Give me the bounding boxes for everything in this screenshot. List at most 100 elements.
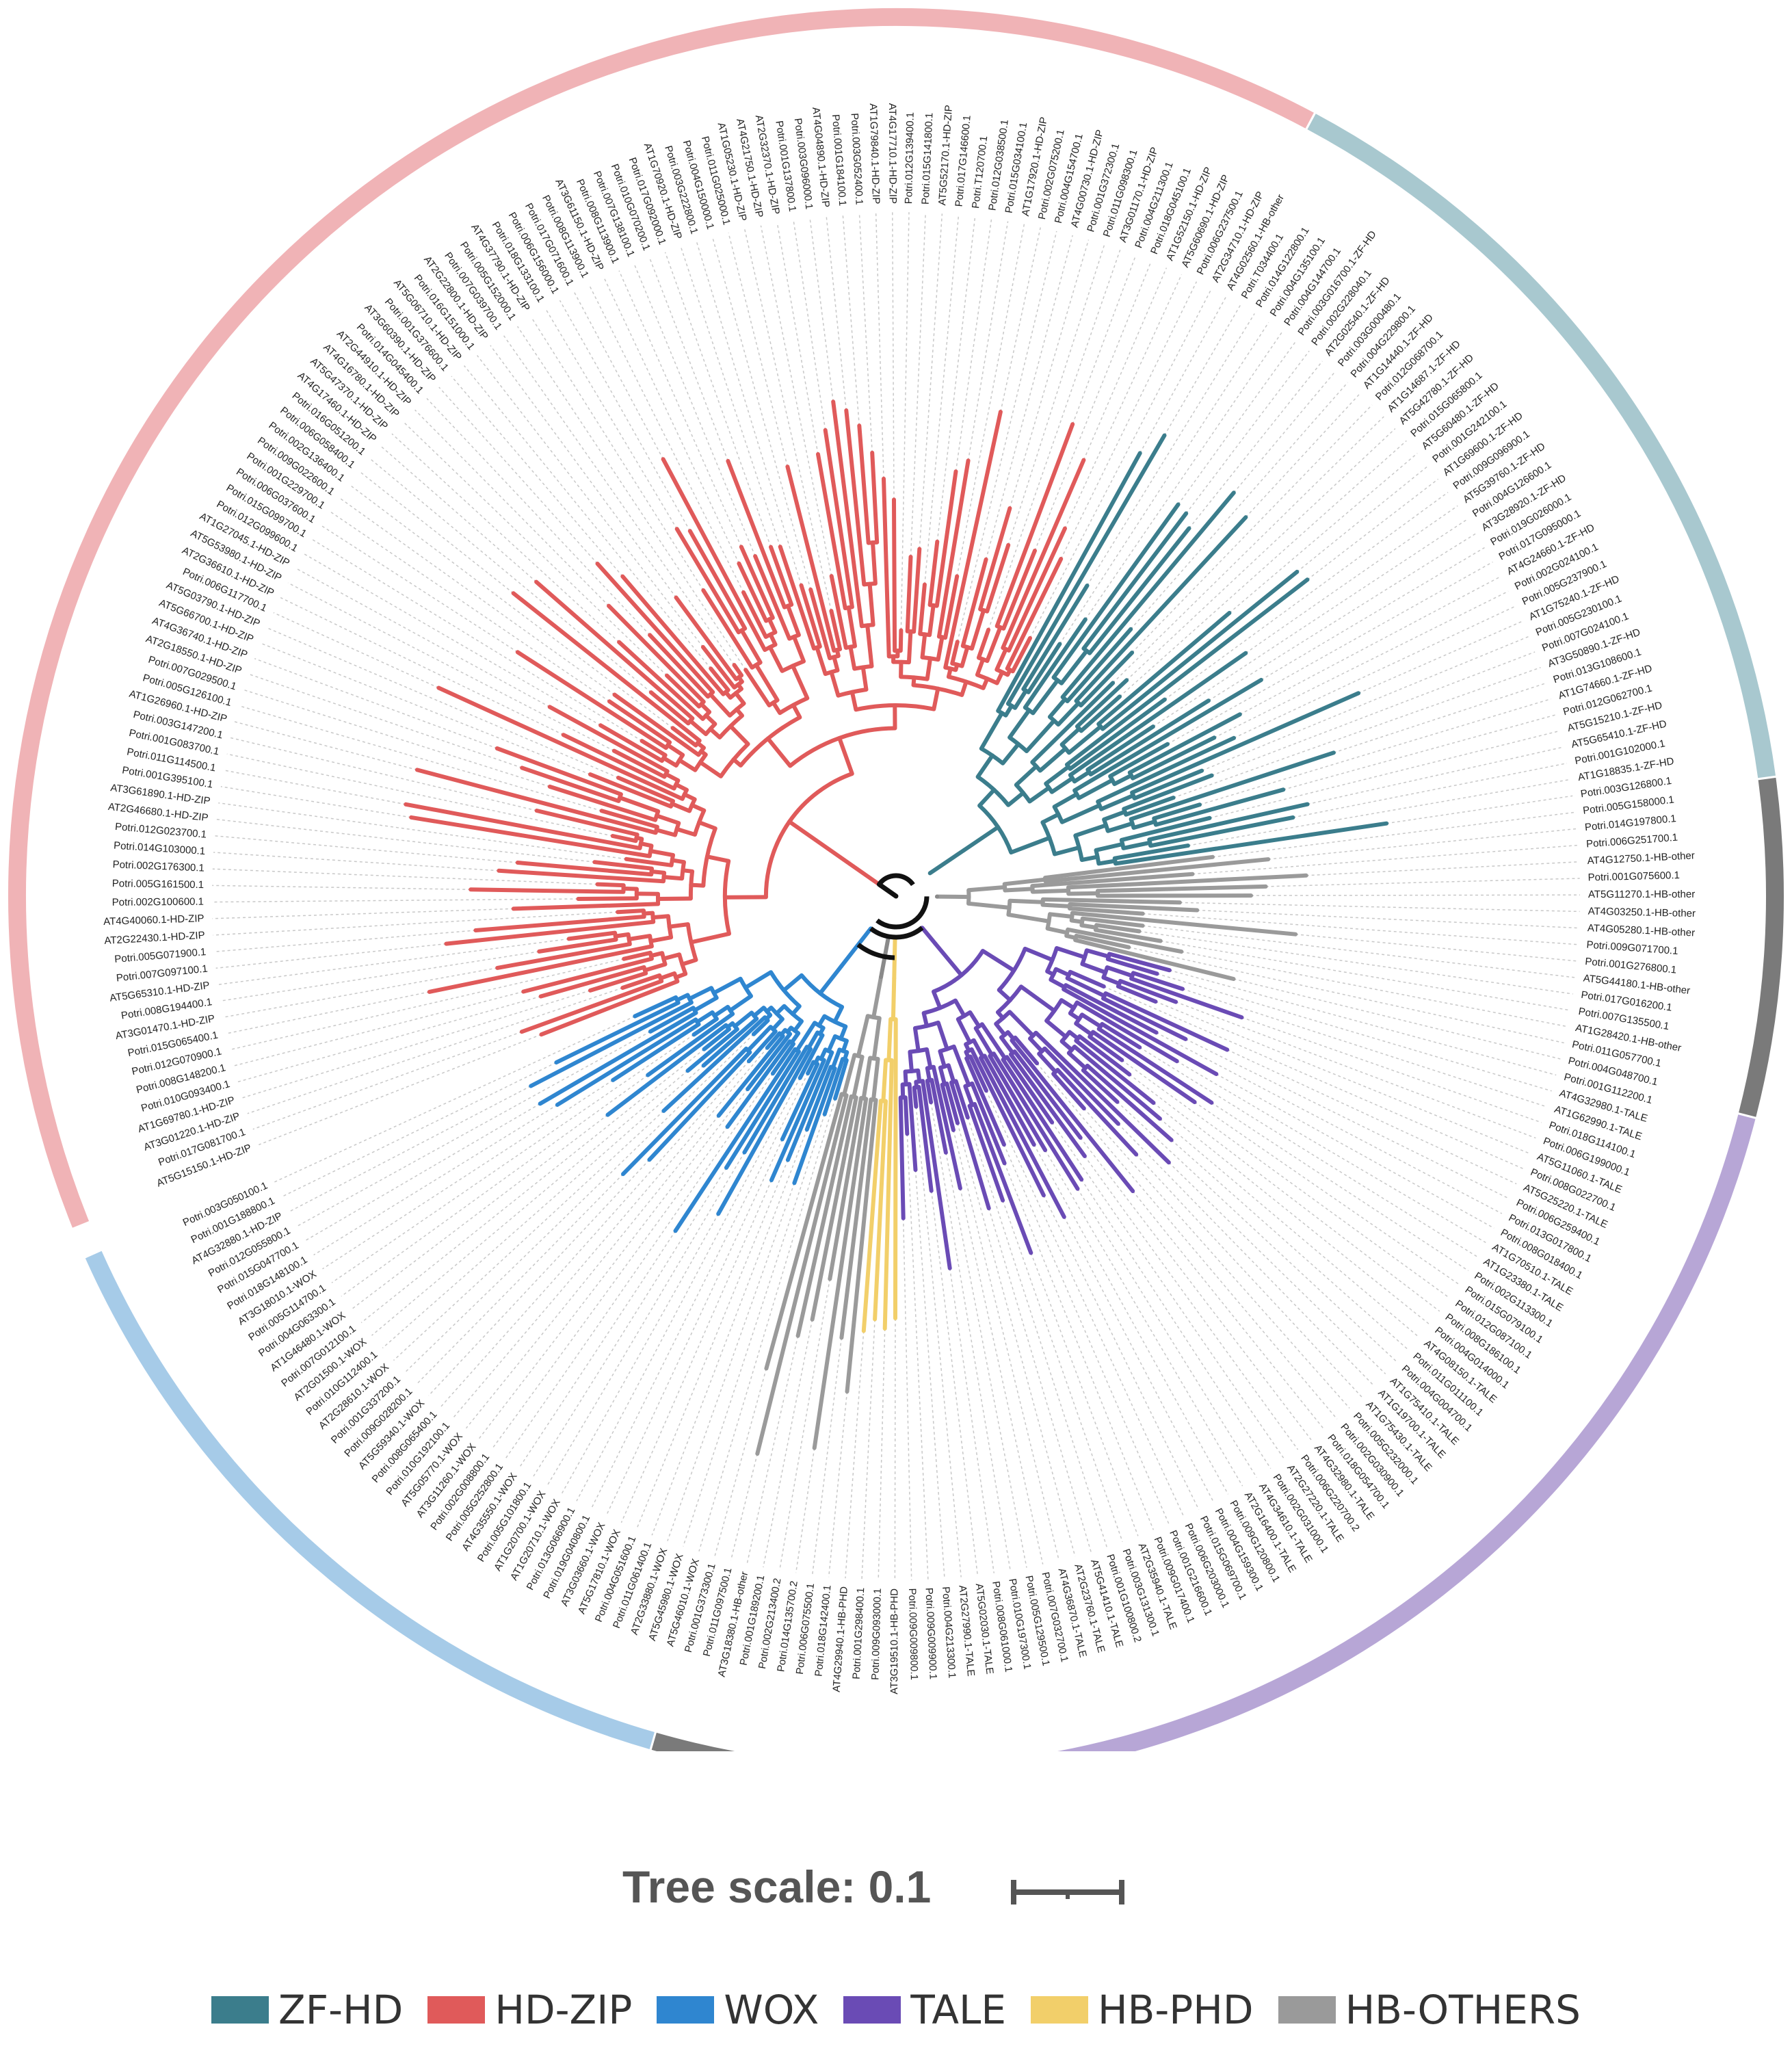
tree-branch	[1005, 557, 1064, 671]
tip-guide	[312, 539, 642, 742]
tree-branch	[633, 995, 678, 1019]
legend-swatch	[427, 1996, 486, 2024]
tip-guide	[1199, 698, 1551, 806]
tree-branch	[1066, 891, 1100, 896]
tree-branch	[829, 609, 843, 651]
tree-branch	[932, 686, 940, 711]
tree-branch	[996, 451, 1142, 714]
tip-label: AT3G19510.1-HB-PHD	[888, 1588, 900, 1694]
tree-branch	[979, 711, 1004, 751]
tree-branch	[1003, 887, 1035, 893]
tree-branch	[925, 1047, 933, 1070]
tip-label: Potri.014G197800.1	[1584, 813, 1676, 833]
tip-guide	[910, 212, 926, 558]
tree-branch	[832, 1005, 845, 1024]
tree-branch	[1064, 577, 1310, 767]
tree-branch	[1001, 458, 1086, 650]
tree-branch	[746, 1029, 778, 1064]
tree-branch	[620, 574, 726, 696]
legend-item-tale: TALE	[843, 1987, 1006, 2033]
tree-branch	[1131, 971, 1185, 991]
tip-guide	[1163, 304, 1241, 436]
tree-branch	[1006, 791, 1025, 807]
tip-guide	[252, 1031, 523, 1130]
tree-branch	[810, 835, 882, 887]
tree-branch	[932, 989, 943, 1010]
tree-branch	[1056, 701, 1081, 727]
legend-swatch	[211, 1996, 269, 2024]
tip-guide	[1185, 1038, 1510, 1200]
tree-branch	[1088, 526, 1191, 655]
tree-branch	[1070, 911, 1298, 937]
tree-branch	[978, 506, 1012, 612]
tree-branch	[1114, 821, 1389, 866]
tip-guide	[1213, 590, 1509, 738]
tip-guide	[919, 213, 943, 549]
tip-guide	[776, 222, 819, 455]
tree-branch	[930, 1077, 948, 1155]
tree-branch	[746, 1032, 793, 1092]
tree-branch	[970, 1081, 1007, 1166]
tree-branch	[1010, 636, 1032, 674]
tip-guide	[216, 818, 595, 863]
tree-branch	[1007, 1010, 1036, 1038]
tree-branch	[650, 914, 670, 920]
tip-guide	[349, 484, 673, 729]
tree-branch	[1112, 773, 1133, 787]
tip-guide	[1185, 350, 1310, 514]
tree-branch	[951, 1044, 971, 1087]
tip-guide	[1245, 505, 1458, 654]
tree-branch	[823, 428, 854, 610]
tip-guide	[295, 567, 551, 708]
tree-branch	[999, 1035, 1015, 1056]
tree-branch	[754, 663, 780, 703]
tree-branch	[1105, 957, 1159, 976]
tree-branch	[877, 873, 915, 887]
tree-branch	[829, 670, 841, 698]
tree-branch	[473, 915, 646, 932]
tree-branch	[1152, 802, 1202, 821]
tip-label: Potri.012G023700.1	[114, 821, 207, 841]
tree-branch	[1080, 962, 1108, 975]
tip-guide	[680, 246, 781, 547]
tip-guide	[1033, 1144, 1229, 1495]
tree-branch	[733, 691, 746, 706]
tree-branch	[785, 1050, 834, 1162]
tip-guide	[826, 215, 847, 411]
tree-branch	[708, 692, 732, 718]
tip-guide	[1179, 902, 1580, 913]
tip-guide	[900, 212, 910, 631]
tree-branch	[912, 1026, 921, 1053]
tree-branch	[742, 1045, 809, 1155]
tree-branch	[1091, 1030, 1197, 1104]
legend-label: TALE	[910, 1987, 1006, 2033]
tip-guide	[393, 1110, 664, 1361]
tree-branch	[828, 1096, 863, 1281]
tip-guide	[1177, 341, 1297, 505]
tree-branch	[831, 400, 864, 629]
tip-guide	[1152, 519, 1468, 727]
tree-branch	[716, 1034, 785, 1118]
tree-branch	[519, 979, 664, 1034]
ring-arc-hd-zip	[8, 8, 1314, 1228]
legend-swatch	[1030, 1996, 1088, 2024]
tree-branch	[1079, 923, 1098, 930]
tree-branch	[994, 646, 1008, 672]
tree-branch	[708, 727, 722, 739]
tree-branch	[1085, 724, 1155, 772]
tip-guide	[226, 991, 430, 1034]
tip-label: AT4G17710.1-HD-ZIP	[886, 103, 899, 204]
tip-guide	[714, 1368, 767, 1556]
tip-guide	[1051, 1122, 1285, 1460]
tree-branch	[1099, 793, 1135, 811]
tip-guide	[403, 421, 668, 677]
tip-guide	[516, 326, 746, 670]
tree-branch	[977, 787, 997, 808]
tip-guide	[574, 292, 664, 460]
tree-branch	[677, 758, 698, 772]
tree-branch	[1001, 1058, 1084, 1182]
tree-branch	[1054, 946, 1087, 960]
tip-guide	[861, 1319, 875, 1580]
tree-branch	[1008, 1052, 1087, 1158]
tip-guide	[902, 1218, 912, 1580]
